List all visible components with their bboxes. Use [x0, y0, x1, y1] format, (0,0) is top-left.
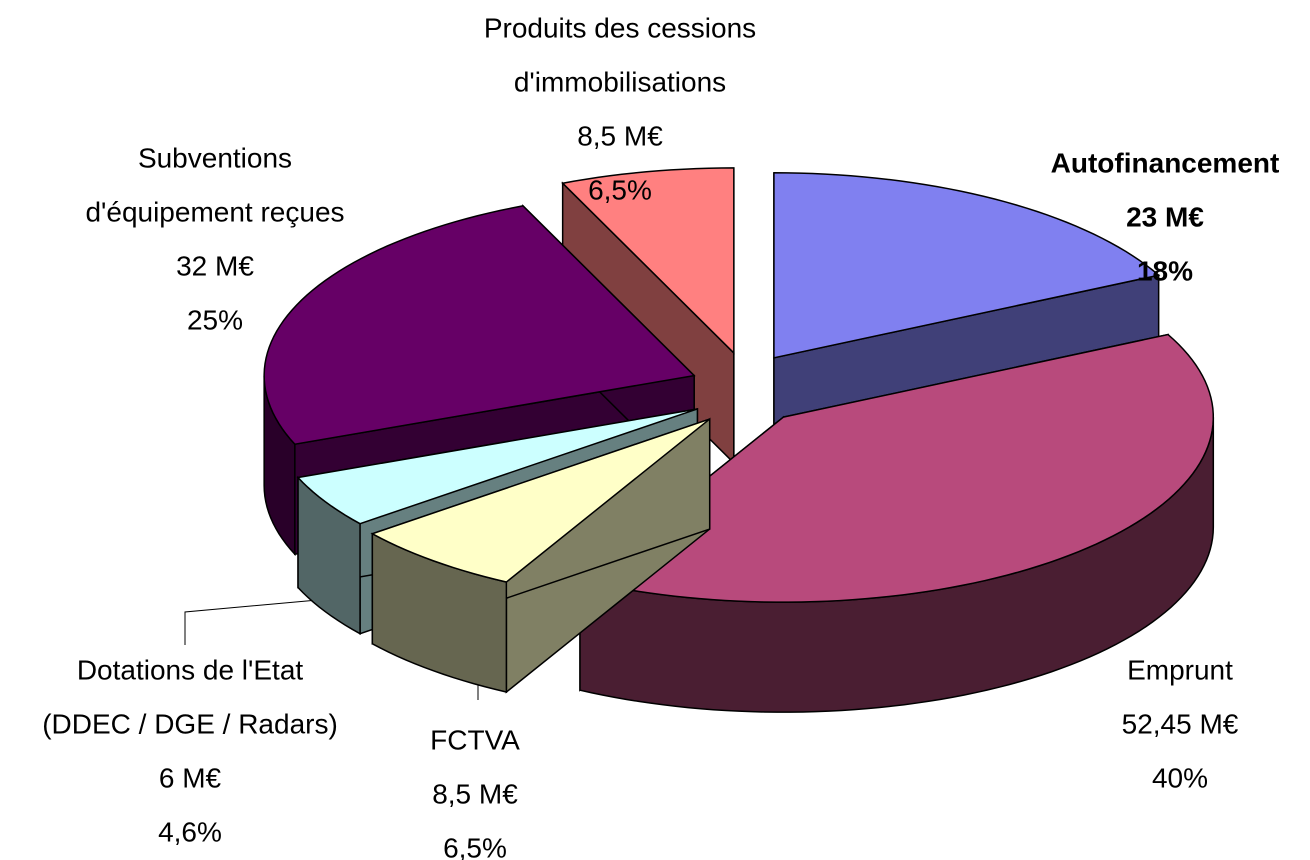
slice-label: FCTVA — [430, 724, 520, 755]
slice-label: d'équipement reçues — [85, 196, 344, 227]
value-label: 6 M€ — [159, 762, 222, 793]
slice-top — [578, 333, 1215, 603]
slice-label: Autofinancement — [1051, 147, 1280, 178]
percent-label: 25% — [187, 304, 243, 335]
percent-label: 4,6% — [158, 816, 222, 847]
slice-label: (DDEC / DGE / Radars) — [42, 708, 338, 739]
value-label: 23 M€ — [1126, 201, 1204, 232]
percent-label: 6,5% — [443, 832, 507, 860]
percent-label: 18% — [1137, 255, 1193, 286]
slice-top — [296, 408, 698, 525]
value-label: 52,45 M€ — [1122, 708, 1239, 739]
value-label: 8,5 M€ — [432, 778, 518, 809]
slice-label: Produits des cessions — [484, 12, 756, 43]
slice-label: Subventions — [138, 142, 292, 173]
percent-label: 40% — [1152, 762, 1208, 793]
leader-line — [184, 597, 341, 645]
slice-top — [370, 418, 711, 583]
slice-label: d'immobilisations — [514, 66, 726, 97]
slice — [370, 417, 711, 694]
slice-top — [561, 167, 735, 355]
percent-label: 6,5% — [588, 174, 652, 205]
value-label: 32 M€ — [176, 250, 254, 281]
slice-top — [263, 205, 696, 445]
value-label: 8,5 M€ — [577, 120, 663, 151]
slice-top — [773, 172, 1161, 359]
slice-label: Dotations de l'Etat — [77, 654, 304, 685]
slice-label: Emprunt — [1127, 654, 1233, 685]
slice — [578, 333, 1215, 713]
